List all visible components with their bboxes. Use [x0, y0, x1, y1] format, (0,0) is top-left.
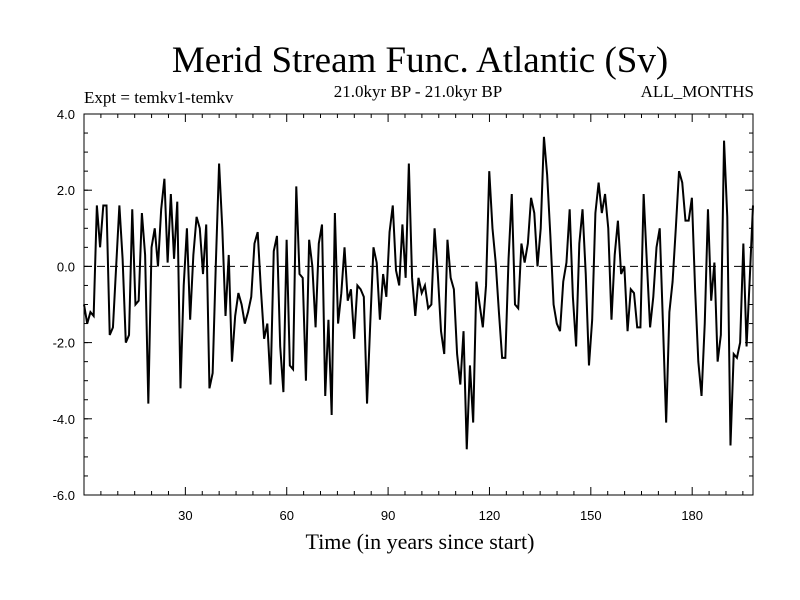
x-tick-label: 180: [681, 508, 703, 523]
x-tick-label: 90: [381, 508, 395, 523]
x-tick-label: 60: [279, 508, 293, 523]
y-tick-label: 0.0: [57, 259, 75, 274]
y-tick-label: 4.0: [57, 107, 75, 122]
x-axis-title: Time (in years since start): [306, 529, 535, 554]
x-axis: 30 60 90 120 150 180: [100, 114, 744, 523]
months-label: ALL_MONTHS: [641, 82, 754, 101]
experiment-label: Expt = temkv1-temkv: [84, 88, 234, 107]
chart-title: Merid Stream Func. Atlantic (Sv): [172, 40, 668, 81]
series-line-msf-atlantic: [83, 136, 754, 450]
x-tick-label: 120: [479, 508, 501, 523]
x-tick-label: 30: [178, 508, 192, 523]
y-tick-label: 2.0: [57, 183, 75, 198]
x-tick-label: 150: [580, 508, 602, 523]
y-tick-label: -6.0: [53, 488, 75, 503]
y-tick-label: -2.0: [53, 336, 75, 351]
period-label: 21.0kyr BP - 21.0kyr BP: [334, 82, 502, 101]
y-tick-label: -4.0: [53, 412, 75, 427]
plot-frame: [83, 113, 754, 496]
